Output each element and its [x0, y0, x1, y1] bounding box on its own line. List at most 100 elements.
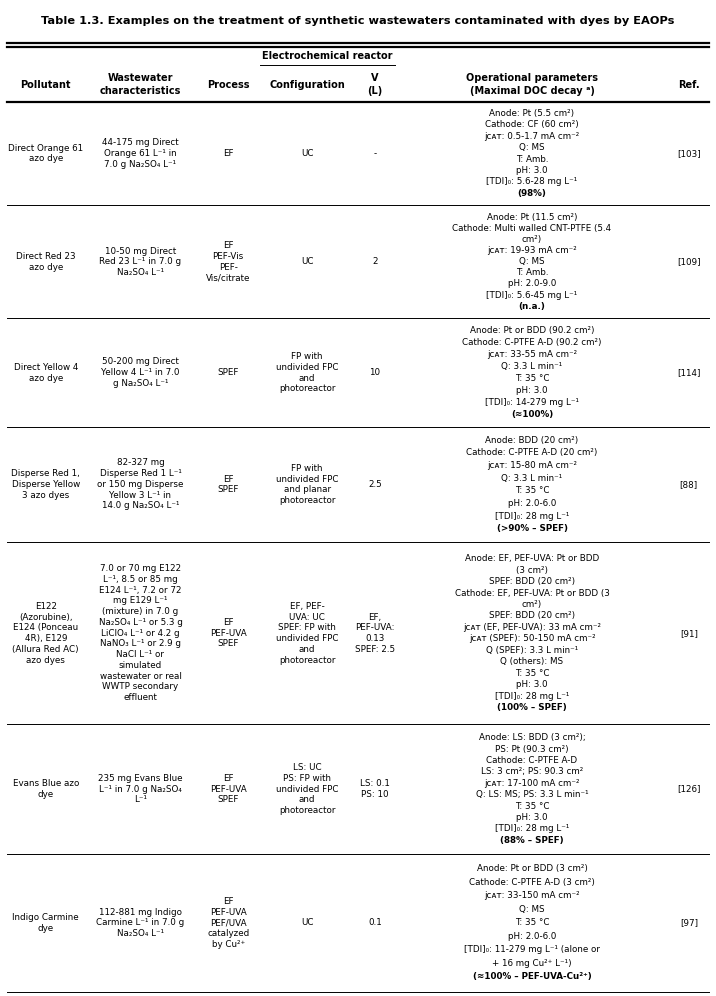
- Text: E122
(Azorubine),
E124 (Ponceau
4R), E129
(Allura Red AC)
azo dyes: E122 (Azorubine), E124 (Ponceau 4R), E12…: [12, 602, 79, 664]
- Text: 7.0 or 70 mg E122
L⁻¹, 8.5 or 85 mg
E124 L⁻¹, 7.2 or 72
mg E129 L⁻¹
(mixture) in: 7.0 or 70 mg E122 L⁻¹, 8.5 or 85 mg E124…: [99, 564, 183, 702]
- Text: Anode: Pt (5.5 cm²): Anode: Pt (5.5 cm²): [490, 109, 574, 118]
- Text: (98%): (98%): [518, 189, 546, 198]
- Text: Q: 3.3 L min⁻¹: Q: 3.3 L min⁻¹: [501, 474, 563, 483]
- Text: PS: Pt (90.3 cm²): PS: Pt (90.3 cm²): [495, 745, 569, 754]
- Text: Anode: Pt (11.5 cm²): Anode: Pt (11.5 cm²): [487, 213, 577, 222]
- Text: [126]: [126]: [677, 785, 700, 794]
- Text: T: 35 °C: T: 35 °C: [515, 374, 549, 383]
- Text: 2.5: 2.5: [368, 480, 382, 489]
- Text: UC: UC: [301, 149, 314, 158]
- Text: [TDI]₀: 28 mg L⁻¹: [TDI]₀: 28 mg L⁻¹: [495, 512, 569, 521]
- Text: Table 1.3. Examples on the treatment of synthetic wastewaters contaminated with : Table 1.3. Examples on the treatment of …: [42, 16, 674, 26]
- Text: 0.1: 0.1: [368, 918, 382, 927]
- Text: EF
PEF-UVA
PEF/UVA
catalyzed
by Cu²⁺: EF PEF-UVA PEF/UVA catalyzed by Cu²⁺: [207, 897, 249, 949]
- Text: [TDI]₀: 14-279 mg L⁻¹: [TDI]₀: 14-279 mg L⁻¹: [485, 398, 579, 407]
- Text: Cathode: C-PTFE A-D (3 cm²): Cathode: C-PTFE A-D (3 cm²): [469, 877, 595, 886]
- Text: (≈100%): (≈100%): [511, 410, 553, 419]
- Text: Electrochemical reactor: Electrochemical reactor: [262, 51, 393, 61]
- Text: [88]: [88]: [679, 480, 698, 489]
- Text: 44-175 mg Direct
Orange 61 L⁻¹ in
7.0 g Na₂SO₄ L⁻¹: 44-175 mg Direct Orange 61 L⁻¹ in 7.0 g …: [102, 138, 179, 168]
- Text: Cathode: C-PTFE A-D (90.2 cm²): Cathode: C-PTFE A-D (90.2 cm²): [463, 339, 601, 348]
- Text: FP with
undivided FPC
and
photoreactor: FP with undivided FPC and photoreactor: [276, 352, 339, 393]
- Text: 235 mg Evans Blue
L⁻¹ in 7.0 g Na₂SO₄
L⁻¹: 235 mg Evans Blue L⁻¹ in 7.0 g Na₂SO₄ L⁻…: [98, 774, 183, 805]
- Text: Anode: Pt or BDD (90.2 cm²): Anode: Pt or BDD (90.2 cm²): [470, 327, 594, 336]
- Text: Direct Yellow 4
azo dye: Direct Yellow 4 azo dye: [14, 363, 78, 382]
- Text: [TDI]₀: 11-279 mg L⁻¹ (alone or: [TDI]₀: 11-279 mg L⁻¹ (alone or: [464, 945, 600, 954]
- Text: Operational parameters
(Maximal DOC decay ᵃ): Operational parameters (Maximal DOC deca…: [466, 74, 598, 96]
- Text: jᴄᴀᴛ (EF, PEF-UVA): 33 mA cm⁻²: jᴄᴀᴛ (EF, PEF-UVA): 33 mA cm⁻²: [463, 622, 601, 631]
- Text: Cathode: C-PTFE A-D (20 cm²): Cathode: C-PTFE A-D (20 cm²): [466, 448, 598, 457]
- Text: EF: EF: [223, 149, 233, 158]
- Text: EF
PEF-UVA
SPEF: EF PEF-UVA SPEF: [210, 618, 246, 648]
- Text: UC: UC: [301, 918, 314, 927]
- Text: 112-881 mg Indigo
Carmine L⁻¹ in 7.0 g
Na₂SO₄ L⁻¹: 112-881 mg Indigo Carmine L⁻¹ in 7.0 g N…: [97, 907, 185, 938]
- Text: Q: MS: Q: MS: [519, 257, 545, 266]
- Text: T: 35 °C: T: 35 °C: [515, 802, 549, 811]
- Text: Pollutant: Pollutant: [21, 80, 71, 90]
- Text: Q: 3.3 L min⁻¹: Q: 3.3 L min⁻¹: [501, 363, 563, 372]
- Text: (3 cm²): (3 cm²): [516, 566, 548, 575]
- Text: T: Amb.: T: Amb.: [516, 154, 548, 163]
- Text: Anode: Pt or BDD (3 cm²): Anode: Pt or BDD (3 cm²): [477, 865, 587, 873]
- Text: Cathode: C-PTFE A-D: Cathode: C-PTFE A-D: [486, 756, 578, 765]
- Text: Anode: EF, PEF-UVA: Pt or BDD: Anode: EF, PEF-UVA: Pt or BDD: [465, 554, 599, 563]
- Text: cm²): cm²): [522, 235, 542, 244]
- Text: 82-327 mg
Disperse Red 1 L⁻¹
or 150 mg Disperse
Yellow 3 L⁻¹ in
14.0 g Na₂SO₄ L⁻: 82-327 mg Disperse Red 1 L⁻¹ or 150 mg D…: [97, 458, 184, 510]
- Text: Q (SPEF): 3.3 L min⁻¹: Q (SPEF): 3.3 L min⁻¹: [486, 645, 578, 654]
- Text: jᴄᴀᴛ: 33-150 mA cm⁻²: jᴄᴀᴛ: 33-150 mA cm⁻²: [484, 891, 580, 900]
- Text: cm²): cm²): [522, 600, 542, 609]
- Text: T: 35 °C: T: 35 °C: [515, 918, 549, 927]
- Text: [TDI]₀: 28 mg L⁻¹: [TDI]₀: 28 mg L⁻¹: [495, 825, 569, 834]
- Text: [91]: [91]: [680, 628, 698, 637]
- Text: [97]: [97]: [679, 918, 698, 927]
- Text: (n.a.): (n.a.): [518, 302, 546, 311]
- Text: + 16 mg Cu²⁺ L⁻¹): + 16 mg Cu²⁺ L⁻¹): [492, 959, 572, 968]
- Text: [103]: [103]: [677, 149, 701, 158]
- Text: FP with
undivided FPC
and planar
photoreactor: FP with undivided FPC and planar photore…: [276, 464, 339, 505]
- Text: pH: 2.0-9.0: pH: 2.0-9.0: [508, 280, 556, 289]
- Text: pH: 3.0: pH: 3.0: [516, 813, 548, 822]
- Text: (100% – SPEF): (100% – SPEF): [497, 703, 567, 712]
- Text: jᴄᴀᴛ: 17-100 mA cm⁻²: jᴄᴀᴛ: 17-100 mA cm⁻²: [484, 779, 580, 788]
- Text: SPEF: BDD (20 cm²): SPEF: BDD (20 cm²): [489, 612, 575, 621]
- Text: EF, PEF-
UVA: UC
SPEF: FP with
undivided FPC
and
photoreactor: EF, PEF- UVA: UC SPEF: FP with undivided…: [276, 602, 339, 664]
- Text: 50-200 mg Direct
Yellow 4 L⁻¹ in 7.0
g Na₂SO₄ L⁻¹: 50-200 mg Direct Yellow 4 L⁻¹ in 7.0 g N…: [101, 358, 180, 387]
- Text: LS: 3 cm²; PS: 90.3 cm²: LS: 3 cm²; PS: 90.3 cm²: [481, 768, 583, 777]
- Text: Process: Process: [207, 80, 249, 90]
- Text: SPEF: BDD (20 cm²): SPEF: BDD (20 cm²): [489, 577, 575, 586]
- Text: Cathode: EF, PEF-UVA: Pt or BDD (3: Cathode: EF, PEF-UVA: Pt or BDD (3: [455, 589, 609, 598]
- Text: T: 35 °C: T: 35 °C: [515, 668, 549, 677]
- Text: jᴄᴀᴛ: 19-93 mA cm⁻²: jᴄᴀᴛ: 19-93 mA cm⁻²: [487, 246, 577, 255]
- Text: LS: 0.1
PS: 10: LS: 0.1 PS: 10: [360, 779, 390, 799]
- Text: jᴄᴀᴛ (SPEF): 50-150 mA cm⁻²: jᴄᴀᴛ (SPEF): 50-150 mA cm⁻²: [469, 634, 595, 643]
- Text: pH: 2.0-6.0: pH: 2.0-6.0: [508, 499, 556, 508]
- Text: [TDI]₀: 5.6-45 mg L⁻¹: [TDI]₀: 5.6-45 mg L⁻¹: [486, 291, 578, 300]
- Text: Indigo Carmine
dye: Indigo Carmine dye: [12, 913, 79, 933]
- Text: jᴄᴀᴛ: 0.5-1.7 mA cm⁻²: jᴄᴀᴛ: 0.5-1.7 mA cm⁻²: [485, 131, 580, 140]
- Text: Cathode: CF (60 cm²): Cathode: CF (60 cm²): [485, 121, 579, 129]
- Text: jᴄᴀᴛ: 15-80 mA cm⁻²: jᴄᴀᴛ: 15-80 mA cm⁻²: [487, 461, 577, 470]
- Text: Anode: LS: BDD (3 cm²);: Anode: LS: BDD (3 cm²);: [478, 733, 586, 742]
- Text: pH: 2.0-6.0: pH: 2.0-6.0: [508, 932, 556, 941]
- Text: T: 35 °C: T: 35 °C: [515, 486, 549, 495]
- Text: pH: 3.0: pH: 3.0: [516, 386, 548, 395]
- Text: LS: UC
PS: FP with
undivided FPC
and
photoreactor: LS: UC PS: FP with undivided FPC and pho…: [276, 763, 339, 815]
- Text: Q: MS: Q: MS: [519, 905, 545, 914]
- Text: Cathode: Multi walled CNT-PTFE (5.4: Cathode: Multi walled CNT-PTFE (5.4: [453, 224, 611, 233]
- Text: EF
PEF-UVA
SPEF: EF PEF-UVA SPEF: [210, 774, 246, 805]
- Text: Ref.: Ref.: [678, 80, 700, 90]
- Text: Wastewater
characteristics: Wastewater characteristics: [100, 74, 181, 96]
- Text: SPEF: SPEF: [218, 369, 239, 377]
- Text: Q (others): MS: Q (others): MS: [500, 657, 563, 666]
- Text: EF,
PEF-UVA:
0.13
SPEF: 2.5: EF, PEF-UVA: 0.13 SPEF: 2.5: [354, 613, 395, 653]
- Text: UC: UC: [301, 257, 314, 266]
- Text: Evans Blue azo
dye: Evans Blue azo dye: [13, 779, 79, 799]
- Text: T: Amb.: T: Amb.: [516, 268, 548, 278]
- Text: pH: 3.0: pH: 3.0: [516, 166, 548, 175]
- Text: 2: 2: [372, 257, 377, 266]
- Text: [TDI]₀: 28 mg L⁻¹: [TDI]₀: 28 mg L⁻¹: [495, 691, 569, 700]
- Text: Q: LS: MS; PS: 3.3 L min⁻¹: Q: LS: MS; PS: 3.3 L min⁻¹: [475, 790, 589, 799]
- Text: (≈100% – PEF-UVA-Cu²⁺): (≈100% – PEF-UVA-Cu²⁺): [473, 972, 591, 981]
- Text: -: -: [373, 149, 377, 158]
- Text: Direct Red 23
azo dye: Direct Red 23 azo dye: [16, 252, 76, 272]
